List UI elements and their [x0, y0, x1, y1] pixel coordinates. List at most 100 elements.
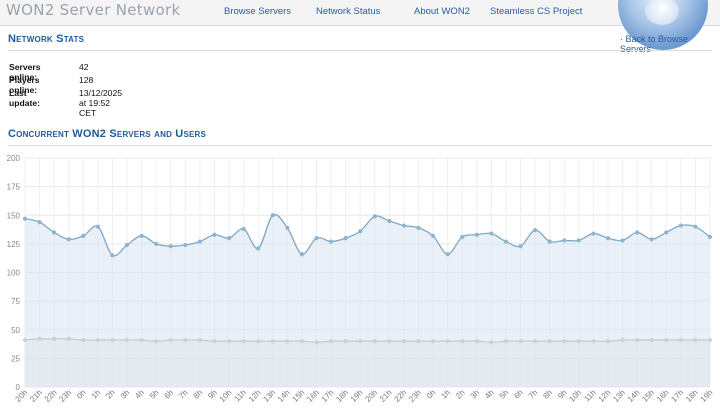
- x-tick-label: 1h: [90, 388, 103, 401]
- data-point: [197, 337, 202, 343]
- x-tick-label: 3h: [469, 388, 482, 401]
- top-navigation-bar: WON2 Server Network Browse Servers Netwo…: [0, 0, 720, 50]
- data-point: [562, 238, 567, 243]
- data-point: [547, 339, 552, 344]
- x-tick-label: 9h: [556, 388, 569, 401]
- nav-network-status[interactable]: Network Status: [316, 6, 381, 17]
- data-point: [707, 234, 713, 240]
- y-tick-label: 75: [11, 297, 20, 306]
- x-tick-label: 6h: [512, 388, 525, 401]
- x-tick-label: 10h: [567, 388, 583, 404]
- network-stats-heading: Network Stats: [8, 33, 85, 45]
- y-tick-label: 150: [7, 211, 21, 220]
- data-point: [124, 242, 130, 248]
- data-point: [110, 253, 115, 258]
- data-point: [503, 239, 509, 244]
- data-point: [212, 339, 217, 344]
- data-point: [489, 340, 494, 345]
- nav-about-won2[interactable]: About WON2: [414, 6, 470, 17]
- x-tick-label: 19h: [349, 388, 365, 404]
- data-point: [401, 339, 407, 344]
- data-point: [460, 234, 465, 240]
- x-tick-label: 17h: [320, 388, 336, 404]
- y-tick-label: 125: [7, 240, 21, 249]
- x-tick-label: 11h: [233, 388, 248, 403]
- x-tick-label: 14h: [276, 388, 292, 404]
- x-tick-label: 2h: [104, 388, 117, 401]
- data-point: [664, 337, 669, 343]
- data-point: [591, 339, 596, 344]
- data-point: [358, 229, 363, 234]
- stats-label: Last update:: [9, 88, 41, 108]
- x-tick-label: 23h: [57, 388, 73, 404]
- data-point: [576, 339, 581, 344]
- data-point: [693, 337, 698, 343]
- data-point: [197, 239, 202, 244]
- data-point: [52, 230, 57, 235]
- data-point: [226, 339, 232, 344]
- data-point: [168, 337, 173, 343]
- x-tick-label: 21h: [28, 388, 44, 404]
- data-point: [154, 241, 159, 246]
- data-point: [241, 339, 246, 344]
- data-point: [226, 236, 232, 241]
- x-tick-label: 8h: [541, 388, 554, 401]
- data-point: [139, 337, 144, 343]
- y-tick-label: 25: [11, 354, 20, 363]
- data-point: [37, 336, 42, 342]
- data-point: [620, 238, 625, 243]
- data-point: [518, 339, 523, 344]
- data-point: [649, 237, 654, 242]
- data-point: [707, 337, 713, 343]
- nav-browse-servers[interactable]: Browse Servers: [224, 6, 292, 17]
- x-tick-label: 3h: [119, 388, 132, 401]
- back-to-browse-servers-link[interactable]: · Back to Browse Servers: [620, 34, 689, 54]
- x-tick-label: 4h: [483, 388, 496, 401]
- divider: [8, 145, 712, 146]
- x-tick-label: 12h: [247, 388, 263, 404]
- data-point: [430, 339, 436, 344]
- x-tick-label: 20h: [363, 388, 379, 404]
- x-tick-label: 17h: [669, 388, 685, 404]
- data-point: [401, 223, 407, 228]
- data-point: [66, 237, 71, 242]
- data-point: [95, 224, 100, 229]
- x-tick-label: 23h: [407, 388, 423, 404]
- data-point: [270, 213, 275, 218]
- data-point: [66, 336, 71, 342]
- data-point: [256, 246, 261, 251]
- data-point: [299, 252, 305, 257]
- data-point: [591, 231, 596, 236]
- data-point: [605, 339, 611, 344]
- y-tick-label: 0: [16, 383, 21, 392]
- data-point: [664, 230, 669, 235]
- x-tick-label: 10h: [218, 388, 234, 404]
- data-point: [678, 337, 683, 343]
- data-point: [562, 339, 567, 344]
- data-point: [285, 225, 290, 230]
- data-point: [270, 339, 275, 344]
- data-point: [285, 339, 290, 344]
- data-point: [52, 336, 57, 342]
- data-point: [503, 339, 509, 344]
- data-point: [605, 236, 611, 241]
- data-point: [22, 216, 28, 221]
- x-tick-label: 4h: [133, 388, 146, 401]
- data-point: [37, 220, 42, 225]
- data-point: [372, 214, 377, 219]
- data-point: [139, 233, 144, 238]
- stats-label: Servers online:: [9, 62, 41, 82]
- y-tick-label: 200: [7, 154, 21, 163]
- nav-steamless-cs-project[interactable]: Steamless CS Project: [490, 6, 583, 17]
- site-brand[interactable]: WON2 Server Network: [6, 1, 181, 19]
- data-point: [372, 339, 377, 344]
- data-point: [183, 242, 188, 248]
- x-tick-label: 7h: [177, 388, 190, 401]
- data-point: [22, 337, 28, 343]
- stats-value: 128: [79, 75, 94, 85]
- x-tick-label: 5h: [148, 388, 161, 401]
- y-axis: 0 25 50 75 100 125 150 175 200: [7, 154, 21, 392]
- data-point: [474, 339, 479, 344]
- data-point: [576, 238, 581, 243]
